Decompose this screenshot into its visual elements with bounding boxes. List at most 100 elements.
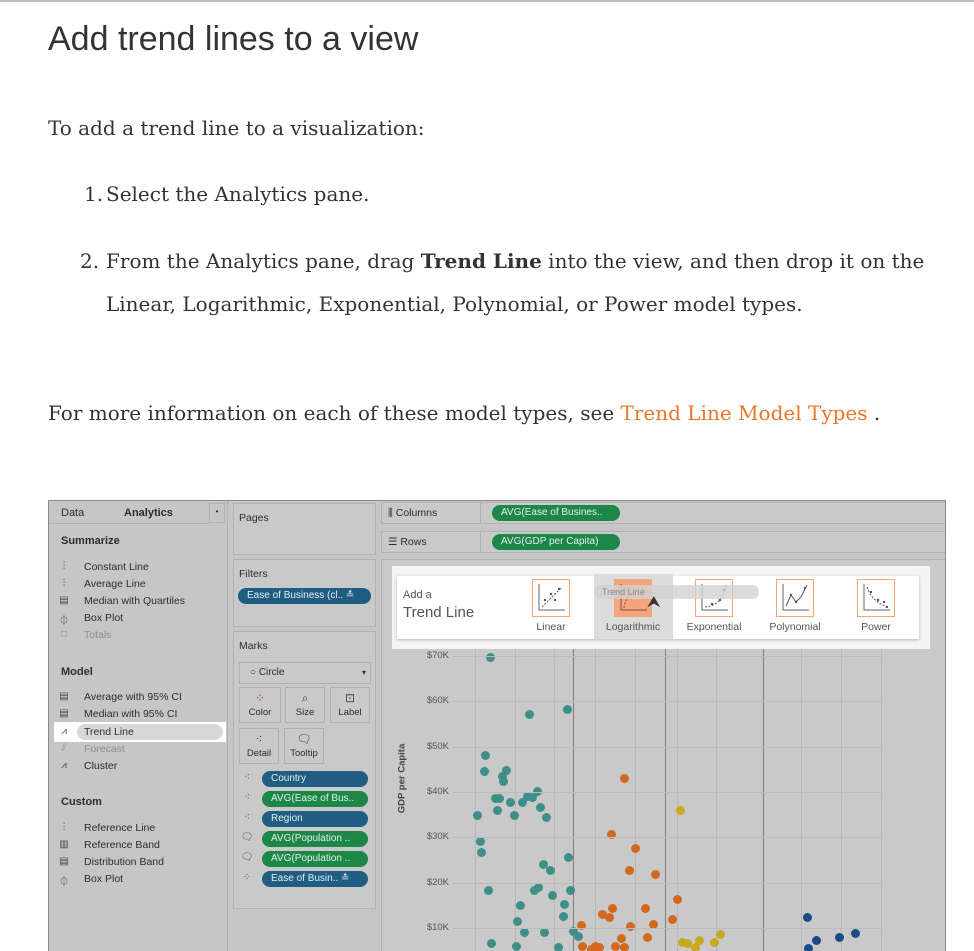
teal-data-point[interactable] bbox=[548, 890, 558, 900]
teal-data-point[interactable] bbox=[501, 765, 511, 775]
marks-pill-avg-population-2[interactable]: AVG(Population .. bbox=[262, 851, 368, 867]
teal-data-point[interactable] bbox=[532, 787, 542, 797]
tab-data[interactable]: Data bbox=[61, 507, 85, 519]
teal-data-point[interactable] bbox=[562, 705, 572, 715]
orange-data-point[interactable] bbox=[594, 943, 604, 951]
marks-pill-ease-of-business[interactable]: Ease of Busin.. ≛ bbox=[262, 871, 368, 887]
teal-data-point[interactable] bbox=[475, 837, 485, 847]
teal-data-point[interactable] bbox=[541, 812, 551, 822]
power-drop-target[interactable] bbox=[857, 579, 895, 617]
teal-data-point[interactable] bbox=[519, 927, 529, 937]
teal-data-point[interactable] bbox=[522, 791, 532, 801]
orange-data-point[interactable] bbox=[608, 904, 618, 914]
teal-data-point[interactable] bbox=[511, 941, 521, 951]
orange-data-point[interactable] bbox=[648, 919, 658, 929]
columns-shelf[interactable]: ⫼ Columns AVG(Ease of Busines.. bbox=[381, 502, 945, 524]
item-average-ci[interactable]: Average with 95% CI bbox=[84, 691, 182, 703]
teal-data-point[interactable] bbox=[497, 771, 507, 781]
blue-data-point[interactable] bbox=[803, 913, 813, 923]
teal-data-point[interactable] bbox=[558, 912, 568, 922]
teal-data-point[interactable] bbox=[568, 927, 578, 937]
teal-data-point[interactable] bbox=[517, 798, 527, 808]
orange-data-point[interactable] bbox=[604, 912, 614, 922]
item-average-line[interactable]: Average Line bbox=[84, 578, 146, 590]
orange-data-point[interactable] bbox=[641, 903, 651, 913]
size-button[interactable]: ⌕ Size bbox=[285, 687, 325, 723]
orange-data-point[interactable] bbox=[606, 830, 616, 840]
orange-data-point[interactable] bbox=[630, 843, 640, 853]
marks-pill-region[interactable]: Region bbox=[262, 811, 368, 827]
teal-data-point[interactable] bbox=[565, 885, 575, 895]
orange-data-point[interactable] bbox=[667, 914, 677, 924]
teal-data-point[interactable] bbox=[473, 810, 483, 820]
item-reference-band[interactable]: Reference Band bbox=[84, 839, 160, 851]
teal-data-point[interactable] bbox=[493, 806, 503, 816]
teal-data-point[interactable] bbox=[553, 943, 563, 951]
teal-data-point[interactable] bbox=[505, 797, 515, 807]
orange-data-point[interactable] bbox=[626, 921, 636, 931]
mark-type-dropdown[interactable]: ○ Circle ▾ bbox=[239, 662, 371, 684]
teal-data-point[interactable] bbox=[560, 899, 570, 909]
trend-line-model-types-link[interactable]: Trend Line Model Types bbox=[620, 401, 868, 425]
item-trend-line[interactable]: Trend Line bbox=[84, 726, 134, 738]
blue-data-point[interactable] bbox=[851, 928, 861, 938]
color-button[interactable]: ⁘ Color bbox=[239, 687, 281, 723]
teal-data-point[interactable] bbox=[538, 859, 548, 869]
teal-data-point[interactable] bbox=[546, 865, 556, 875]
teal-data-point[interactable] bbox=[479, 767, 489, 777]
item-median-ci[interactable]: Median with 95% CI bbox=[84, 708, 178, 720]
yellow-data-point[interactable] bbox=[691, 943, 701, 951]
item-custom-box-plot[interactable]: Box Plot bbox=[84, 873, 124, 885]
dragged-trend-line-pill[interactable]: Trend Line bbox=[594, 585, 759, 599]
trend-line-pill[interactable] bbox=[77, 724, 223, 740]
detail-button[interactable]: ⁖ Detail bbox=[239, 728, 279, 764]
orange-data-point[interactable] bbox=[576, 920, 586, 930]
teal-data-point[interactable] bbox=[485, 653, 495, 663]
orange-data-point[interactable] bbox=[624, 866, 634, 876]
teal-data-point[interactable] bbox=[487, 938, 497, 948]
item-median-quartiles[interactable]: Median with Quartiles bbox=[84, 595, 185, 607]
blue-data-point[interactable] bbox=[812, 935, 822, 945]
marks-pill-country[interactable]: Country bbox=[262, 771, 368, 787]
teal-data-point[interactable] bbox=[477, 848, 487, 858]
marks-pill-avg-population[interactable]: AVG(Population .. bbox=[262, 831, 368, 847]
orange-data-point[interactable] bbox=[619, 943, 629, 951]
orange-data-point[interactable] bbox=[578, 941, 588, 951]
item-cluster[interactable]: Cluster bbox=[84, 760, 118, 772]
orange-data-point[interactable] bbox=[620, 773, 630, 783]
label-button[interactable]: ⊡ Label bbox=[330, 687, 370, 723]
teal-data-point[interactable] bbox=[535, 802, 545, 812]
item-constant-line[interactable]: Constant Line bbox=[84, 561, 149, 573]
pages-shelf[interactable]: Pages bbox=[233, 503, 376, 555]
teal-data-point[interactable] bbox=[513, 916, 523, 926]
teal-data-point[interactable] bbox=[483, 885, 493, 895]
linear-drop-target[interactable] bbox=[532, 579, 570, 617]
teal-data-point[interactable] bbox=[509, 810, 519, 820]
item-reference-line[interactable]: Reference Line bbox=[84, 822, 156, 834]
yellow-data-point[interactable] bbox=[715, 929, 725, 939]
teal-data-point[interactable] bbox=[527, 793, 537, 803]
pane-menu-icon[interactable]: • bbox=[209, 503, 225, 523]
orange-data-point[interactable] bbox=[617, 934, 627, 944]
tab-analytics[interactable]: Analytics bbox=[124, 507, 173, 519]
teal-data-point[interactable] bbox=[525, 710, 535, 720]
columns-pill[interactable]: AVG(Ease of Busines.. bbox=[492, 505, 620, 521]
item-box-plot[interactable]: Box Plot bbox=[84, 612, 124, 624]
yellow-data-point[interactable] bbox=[675, 805, 685, 815]
teal-data-point[interactable] bbox=[534, 883, 544, 893]
teal-data-point[interactable] bbox=[494, 793, 504, 803]
orange-data-point[interactable] bbox=[673, 894, 683, 904]
item-distribution-band[interactable]: Distribution Band bbox=[84, 856, 164, 868]
filters-shelf[interactable]: Filters Ease of Business (cl.. ≛ bbox=[233, 559, 376, 627]
filter-pill-ease-of-business[interactable]: Ease of Business (cl.. ≛ bbox=[238, 588, 371, 604]
orange-data-point[interactable] bbox=[610, 941, 620, 951]
teal-data-point[interactable] bbox=[499, 777, 509, 787]
teal-data-point[interactable] bbox=[574, 931, 584, 941]
orange-data-point[interactable] bbox=[643, 933, 653, 943]
marks-pill-avg-ease[interactable]: AVG(Ease of Bus.. bbox=[262, 791, 368, 807]
blue-data-point[interactable] bbox=[834, 932, 844, 942]
tooltip-button[interactable]: 🗨 Tooltip bbox=[284, 728, 324, 764]
teal-data-point[interactable] bbox=[516, 900, 526, 910]
yellow-data-point[interactable] bbox=[683, 938, 693, 948]
yellow-data-point[interactable] bbox=[695, 935, 705, 945]
